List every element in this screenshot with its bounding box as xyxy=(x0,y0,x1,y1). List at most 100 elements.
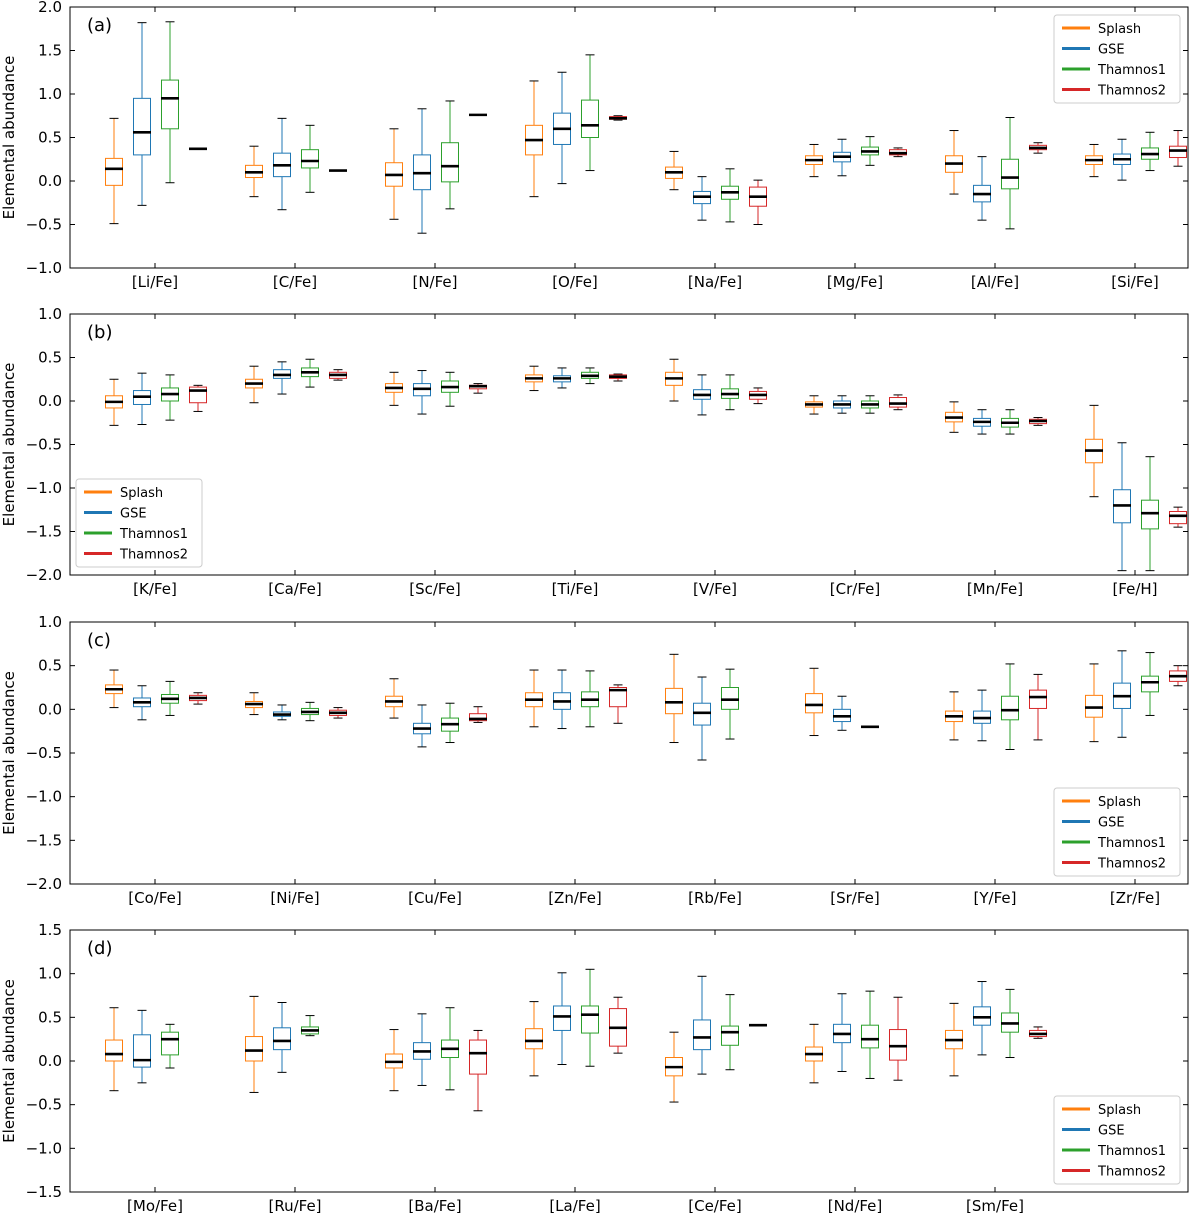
y-tick-label: −1.0 xyxy=(26,479,62,497)
legend: Splash GSE Thamnos1 Thamnos2 xyxy=(75,478,203,568)
x-tick-label: [C/Fe] xyxy=(273,273,317,291)
box-body xyxy=(581,1005,599,1034)
box-body xyxy=(581,99,599,138)
y-tick-label: −1.5 xyxy=(26,1183,62,1201)
box-splash xyxy=(245,692,263,716)
y-tick-label: −2.0 xyxy=(26,875,62,893)
panel-d: (d) Elemental abundance −1.5 −1.0 −0.5 0.0 0… xyxy=(0,921,1189,1213)
box-thamnos2 xyxy=(1029,417,1047,426)
box-body xyxy=(553,1005,571,1031)
y-tick-label: 2.0 xyxy=(38,0,62,16)
box-body xyxy=(1141,675,1159,693)
box-splash xyxy=(245,995,263,1093)
legend-label: Thamnos2 xyxy=(119,548,188,563)
box-splash xyxy=(525,80,543,198)
axes-frame xyxy=(69,621,1189,885)
x-tick-label: [Mo/Fe] xyxy=(127,1197,183,1213)
y-tick-label: −2.0 xyxy=(26,566,62,584)
x-tick-label: [Na/Fe] xyxy=(688,273,742,291)
box-gse xyxy=(693,374,711,416)
legend-label: Thamnos2 xyxy=(1097,1165,1166,1180)
x-tick-label: [Mn/Fe] xyxy=(967,580,1023,598)
box-gse xyxy=(553,71,571,185)
legend-label: Thamnos1 xyxy=(1097,836,1166,851)
box-splash xyxy=(945,1002,963,1077)
box-splash xyxy=(665,1031,683,1103)
legend-label: Splash xyxy=(1098,795,1141,810)
box-thamnos2 xyxy=(329,369,347,381)
box-splash xyxy=(385,1029,403,1092)
box-gse xyxy=(973,981,991,1056)
box-thamnos1 xyxy=(1141,131,1159,172)
panel-label: (c) xyxy=(87,630,111,651)
box-gse xyxy=(973,689,991,742)
box-splash xyxy=(385,128,403,220)
box-thamnos1 xyxy=(861,136,879,166)
box-gse xyxy=(413,1013,431,1086)
box-thamnos1 xyxy=(441,702,459,744)
x-tick-label: [Cu/Fe] xyxy=(408,889,462,907)
x-tick-label: [Cr/Fe] xyxy=(830,580,880,598)
box-thamnos2 xyxy=(189,692,207,705)
box-thamnos1 xyxy=(581,670,599,728)
box-gse xyxy=(133,1009,151,1084)
box-splash xyxy=(665,358,683,402)
box-body xyxy=(1001,695,1019,721)
legend-label: Thamnos2 xyxy=(1097,84,1166,99)
panel-c: (c) Elemental abundance −2.0 −1.5 −1.0 −0.5… xyxy=(0,613,1189,907)
x-tick-label: [Nd/Fe] xyxy=(828,1197,883,1213)
legend: Splash GSE Thamnos1 Thamnos2 xyxy=(1053,14,1181,104)
box-gse xyxy=(273,117,291,211)
y-tick-label: 0.5 xyxy=(38,129,62,147)
box-thamnos2 xyxy=(1169,130,1187,167)
box-splash xyxy=(665,653,683,744)
box-thamnos1 xyxy=(301,124,319,193)
box-splash xyxy=(105,669,123,709)
y-axis-title: Elemental abundance xyxy=(0,671,18,835)
box-thamnos1 xyxy=(441,100,459,210)
box-gse xyxy=(553,972,571,1065)
box-thamnos2 xyxy=(1029,1026,1047,1039)
box-body xyxy=(161,79,179,130)
box-gse xyxy=(553,669,571,730)
box-thamnos1 xyxy=(1141,652,1159,716)
legend-frame xyxy=(75,478,203,568)
box-splash xyxy=(805,667,823,737)
x-tick-label: [V/Fe] xyxy=(693,580,737,598)
box-body xyxy=(161,1031,179,1056)
box-splash xyxy=(805,395,823,415)
legend-label: GSE xyxy=(120,507,147,522)
box-gse xyxy=(413,370,431,415)
box-splash xyxy=(945,130,963,195)
box-thamnos2 xyxy=(1169,506,1187,528)
y-tick-label: −1.5 xyxy=(26,831,62,849)
box-gse xyxy=(973,409,991,435)
box-body xyxy=(1169,510,1187,525)
box-thamnos2 xyxy=(329,707,347,719)
box-thamnos2 xyxy=(749,179,767,225)
legend-label: Splash xyxy=(1098,22,1141,37)
y-tick-label: −1.0 xyxy=(26,788,62,806)
box-thamnos1 xyxy=(721,168,739,223)
x-tick-label: [O/Fe] xyxy=(552,273,598,291)
box-gse xyxy=(133,372,151,425)
x-tick-label: [Y/Fe] xyxy=(974,889,1017,907)
panel-label: (a) xyxy=(87,15,112,36)
box-thamnos2 xyxy=(469,1029,487,1112)
x-tick-label: [Co/Fe] xyxy=(128,889,181,907)
box-gse xyxy=(833,695,851,731)
box-thamnos2 xyxy=(749,387,767,405)
box-gse xyxy=(833,395,851,414)
box-body xyxy=(721,1025,739,1046)
box-gse xyxy=(833,138,851,177)
y-tick-label: 1.0 xyxy=(38,305,62,323)
box-thamnos2 xyxy=(469,383,487,394)
x-tick-label: [Zn/Fe] xyxy=(548,889,602,907)
y-tick-label: 0.5 xyxy=(38,657,62,675)
box-thamnos2 xyxy=(609,115,627,121)
box-thamnos1 xyxy=(301,358,319,388)
box-splash xyxy=(665,150,683,191)
box-thamnos1 xyxy=(441,371,459,407)
x-tick-label: [Rb/Fe] xyxy=(688,889,742,907)
